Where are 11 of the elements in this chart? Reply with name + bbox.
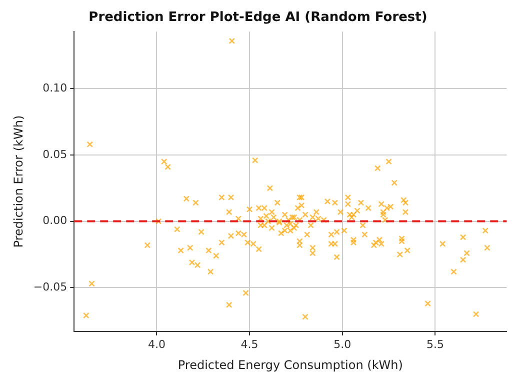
x-tick-label: 5.5 <box>426 338 444 351</box>
y-tick-label: 0.00 <box>42 214 68 228</box>
x-axis-title: Predicted Energy Consumption (kWh) <box>178 358 403 372</box>
y-tick-label: 0.10 <box>42 82 68 94</box>
y-tick-label: −0.05 <box>33 280 68 294</box>
x-tick-label: 4.5 <box>240 338 258 351</box>
y-tick-label: 0.05 <box>42 148 68 161</box>
chart-title: Prediction Error Plot-Edge AI (Random Forest) <box>88 10 428 26</box>
x-tick-label: 5.0 <box>334 338 352 351</box>
y-axis-title: Prediction Error (kWh) <box>11 115 26 248</box>
x-tick-label: 4.0 <box>148 338 166 351</box>
